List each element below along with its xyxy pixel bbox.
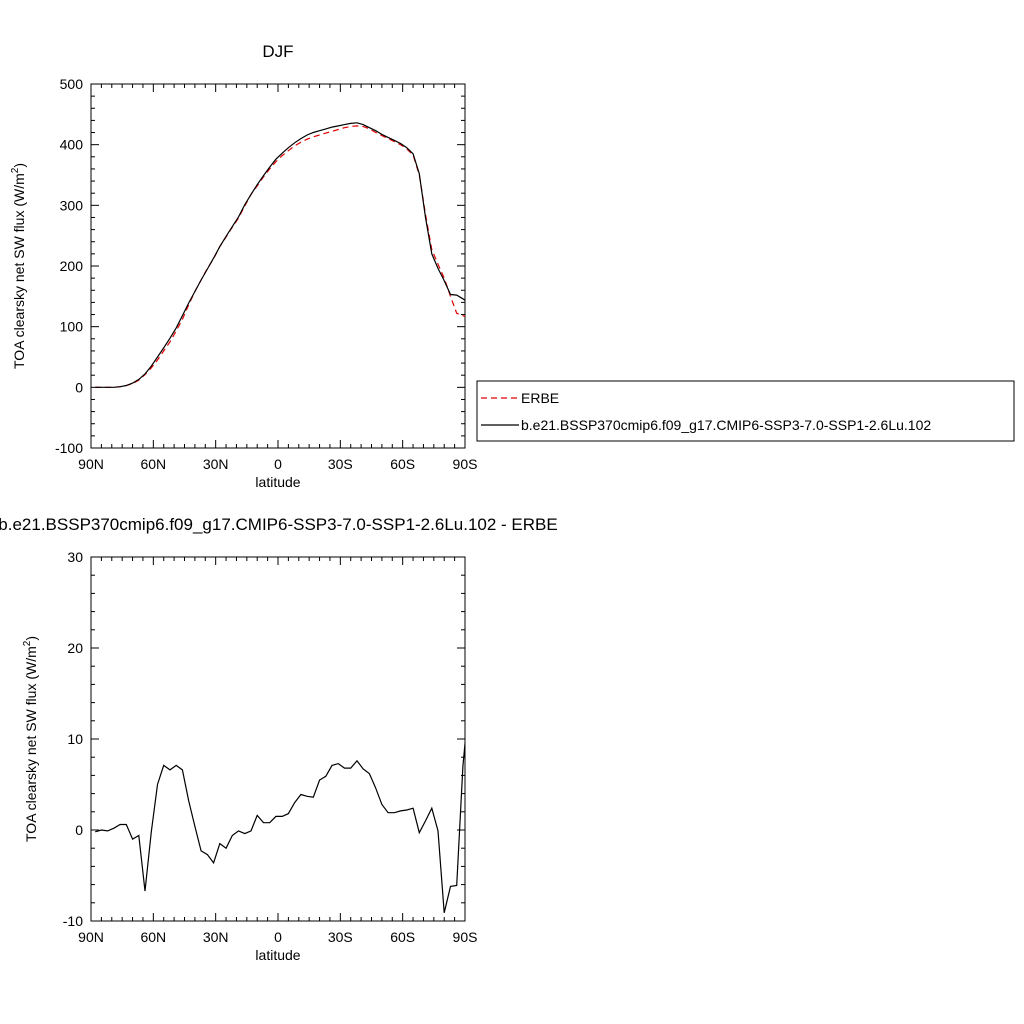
series-line-1 (95, 737, 465, 913)
x-tick-label: 90S (453, 929, 478, 945)
series-line-1 (95, 125, 465, 388)
chart-panel-1: DJF 90N 60N 30N 0 30S 60S 90S -100 0 100 200 300 400 5… (10, 42, 1015, 490)
x-tick-label: 90N (78, 929, 104, 945)
y-axis-label: TOA clearsky net SW flux (W/m2) (10, 163, 27, 369)
y-tick-label: -100 (55, 440, 83, 456)
y-tick-label: 20 (67, 640, 83, 656)
y-tick-label: 400 (60, 137, 84, 153)
x-tick-label: 30S (328, 456, 353, 472)
x-tick-label: 30N (203, 929, 229, 945)
y-tick-label: 0 (75, 379, 83, 395)
y-tick-label: -10 (63, 913, 83, 929)
y-tick-label: 10 (67, 731, 83, 747)
y-tick-label: 200 (60, 258, 84, 274)
x-tick-label: 0 (274, 456, 282, 472)
legend-box (476, 380, 1015, 442)
legend-label-1: ERBE (521, 390, 559, 406)
series-line-2 (95, 122, 465, 388)
legend-label-2: b.e21.BSSP370cmip6.f09_g17.CMIP6-SSP3-7.… (521, 417, 931, 433)
y-tick-label: 300 (60, 197, 84, 213)
legend: ERBE b.e21.BSSP370cmip6.f09_g17.CMIP6-SSP… (476, 380, 1015, 442)
x-tick-label: 30S (328, 929, 353, 945)
x-tick-label: 60N (140, 929, 166, 945)
x-axis-label: latitude (255, 947, 300, 963)
y-tick-label: 500 (60, 76, 84, 92)
plot-title: DJF (262, 42, 293, 61)
y-tick-label: 0 (75, 822, 83, 838)
plot-frame (90, 83, 466, 449)
x-tick-label: 30N (203, 456, 229, 472)
y-tick-label: 30 (67, 549, 83, 565)
x-tick-label: 60N (140, 456, 166, 472)
chart-panel-2: b.e21.BSSP370cmip6.f09_g17.CMIP6-SSP3-7.… (0, 515, 558, 963)
x-tick-label: 90N (78, 456, 104, 472)
x-tick-label: 0 (274, 929, 282, 945)
x-axis-label: latitude (255, 474, 300, 490)
x-tick-label: 60S (390, 456, 415, 472)
x-tick-label: 90S (453, 456, 478, 472)
y-tick-label: 100 (60, 319, 84, 335)
plot-title: b.e21.BSSP370cmip6.f09_g17.CMIP6-SSP3-7.… (0, 515, 558, 534)
y-axis-label: TOA clearsky net SW flux (W/m2) (22, 636, 39, 842)
x-tick-label: 60S (390, 929, 415, 945)
